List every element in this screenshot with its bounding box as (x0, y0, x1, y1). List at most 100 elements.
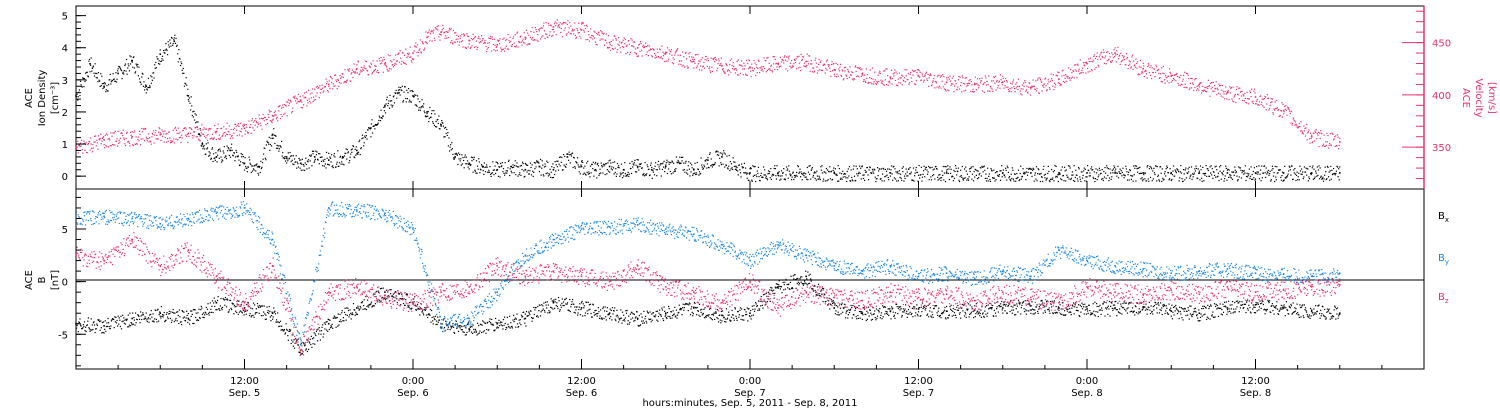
ion-density-dot (445, 132, 447, 135)
ion-density-dot (478, 158, 480, 160)
ion-density-dot (677, 159, 679, 162)
ion-density-dot (988, 175, 990, 177)
velocity-dot (256, 126, 259, 128)
ion-density-dot (722, 163, 724, 165)
velocity-dot (483, 41, 485, 44)
velocity-dot (1153, 68, 1156, 70)
velocity-dot (301, 101, 303, 103)
velocity-dot (1215, 81, 1217, 83)
ion-density-dot (825, 172, 827, 174)
velocity-dot (741, 65, 743, 67)
velocity-dot (512, 36, 515, 38)
ion-density-dot (516, 166, 519, 168)
ion-density-dot (734, 161, 736, 163)
ion-density-dot (812, 176, 814, 178)
ion-density-dot (947, 165, 949, 167)
velocity-dot (173, 142, 175, 144)
velocity-dot (86, 151, 88, 154)
ion-density-dot (80, 84, 82, 86)
velocity-dot (1338, 147, 1340, 150)
velocity-dot (340, 82, 342, 84)
velocity-dot (729, 63, 731, 66)
velocity-dot (1202, 90, 1204, 92)
velocity-dot (235, 125, 237, 127)
ion-density-dot (557, 160, 559, 162)
ion-density-dot (142, 85, 145, 87)
velocity-dot (856, 66, 858, 69)
velocity-dot (236, 129, 238, 131)
ion-density-dot (843, 172, 845, 175)
bx-dot (129, 325, 132, 327)
ion-density-dot (797, 165, 799, 168)
bx-dot (137, 314, 139, 316)
velocity-dot (596, 44, 598, 46)
velocity-dot (715, 59, 717, 61)
velocity-dot (979, 82, 981, 84)
bx-dot (198, 308, 200, 310)
velocity-dot (680, 60, 683, 62)
ion-density-dot (1074, 176, 1076, 179)
ion-density-dot (1331, 173, 1334, 176)
velocity-dot (450, 28, 452, 30)
bx-dot (199, 317, 201, 319)
velocity-dot (969, 82, 971, 85)
ion-density-dot (937, 179, 939, 181)
velocity-dot (695, 53, 697, 56)
velocity-dot (554, 21, 556, 23)
ion-density-dot (482, 169, 484, 172)
ion-density-dot-point (580, 165, 583, 168)
ion-density-dot (1320, 176, 1322, 178)
ion-density-dot (833, 167, 835, 169)
ion-density-dot (286, 162, 288, 164)
velocity-dot (634, 52, 636, 54)
velocity-dot (616, 51, 618, 53)
ion-density-dot (1193, 173, 1195, 176)
ion-density-dot (1079, 176, 1081, 178)
ion-density-dot-point (285, 156, 288, 158)
velocity-dot (1039, 78, 1042, 80)
velocity-dot-point (833, 68, 836, 71)
velocity-dot (273, 115, 275, 117)
ion-density-dot (1151, 168, 1153, 170)
ion-density-dot (1253, 167, 1256, 169)
ion-density-dot (663, 160, 665, 163)
velocity-dot (817, 63, 820, 65)
ion-density-dot (694, 173, 697, 176)
velocity-dot (1165, 75, 1167, 77)
bx-dot (83, 321, 86, 323)
ion-density-dot (589, 176, 591, 178)
ion-density-dot (513, 172, 515, 174)
velocity-dot (448, 27, 451, 29)
bx-dot (288, 330, 290, 333)
ion-density-dot (1041, 176, 1043, 178)
velocity-dot (743, 68, 746, 70)
velocity-dot (839, 63, 842, 65)
bx-dot (265, 314, 267, 316)
velocity-dot (1035, 80, 1037, 82)
velocity-dot (1263, 98, 1266, 100)
ion-density-dot (628, 175, 630, 177)
velocity-dot (508, 39, 510, 42)
bx-dot (138, 315, 140, 317)
ion-density-dot (246, 167, 248, 170)
ion-density-dot (388, 107, 391, 109)
velocity-dot (1040, 81, 1043, 83)
ion-density-dot (488, 169, 490, 171)
ion-density-dot (307, 161, 309, 163)
bx-dot (134, 324, 136, 326)
velocity-dot (783, 62, 785, 64)
ion-density-dot (93, 75, 96, 77)
bx-dot (169, 312, 171, 315)
ion-density-dot-point (1142, 172, 1144, 174)
ion-density-dot (442, 122, 444, 124)
bx-dot (78, 321, 81, 324)
ion-density-dot (944, 180, 947, 183)
velocity-dot (1316, 133, 1318, 135)
ion-density-dot (1181, 178, 1183, 180)
velocity-dot (1326, 141, 1329, 143)
ion-density-dot (426, 112, 428, 115)
ion-density-dot (862, 177, 865, 180)
ion-density-dot (819, 178, 821, 181)
velocity-dot (109, 139, 111, 141)
velocity-dot-point (805, 60, 807, 63)
